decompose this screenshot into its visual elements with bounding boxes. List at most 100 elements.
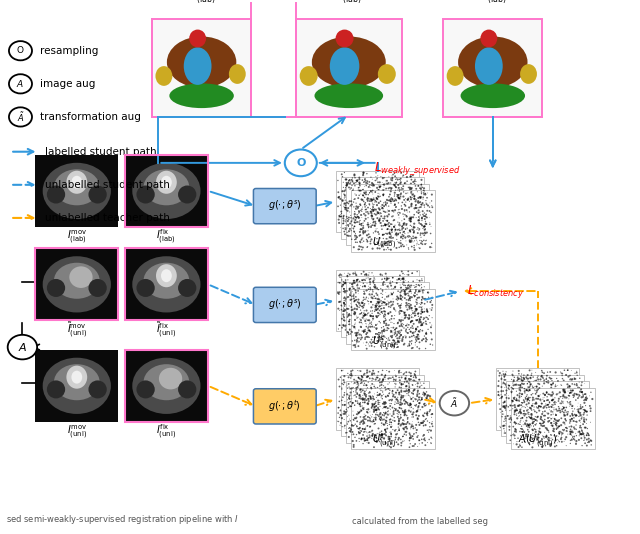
Point: [552, 431, 562, 440]
Point: [406, 403, 417, 412]
Point: [350, 231, 360, 240]
Point: [511, 409, 522, 418]
Point: [362, 293, 372, 302]
Point: [415, 193, 426, 202]
Point: [548, 397, 559, 405]
Point: [344, 288, 355, 296]
Point: [385, 194, 396, 202]
Point: [394, 419, 404, 427]
Point: [411, 195, 421, 204]
Point: [376, 242, 387, 250]
Point: [403, 391, 413, 399]
Point: [499, 375, 509, 384]
Point: [548, 414, 558, 422]
Point: [525, 436, 535, 444]
Point: [535, 411, 545, 420]
Point: [417, 200, 427, 209]
Point: [342, 309, 352, 317]
Point: [547, 374, 557, 383]
Point: [412, 195, 422, 204]
Point: [364, 195, 374, 203]
Point: [352, 276, 362, 284]
Point: [358, 203, 368, 211]
Point: [396, 327, 406, 336]
Point: [355, 281, 365, 290]
Point: [363, 405, 373, 413]
Point: [385, 308, 396, 317]
Point: [381, 366, 392, 375]
Point: [353, 407, 363, 416]
Point: [374, 186, 384, 194]
Point: [368, 182, 378, 190]
Point: [364, 287, 374, 296]
Point: [513, 409, 524, 418]
Point: [346, 300, 356, 309]
Point: [531, 427, 541, 435]
Point: [392, 228, 402, 237]
Point: [416, 310, 426, 318]
Bar: [501, 375, 584, 436]
Point: [371, 375, 381, 384]
Point: [378, 429, 388, 437]
Point: [362, 286, 372, 295]
Point: [532, 373, 543, 382]
Point: [524, 423, 534, 431]
Point: [408, 280, 419, 289]
Point: [355, 420, 365, 428]
Point: [405, 232, 415, 241]
Point: [340, 175, 351, 184]
Point: [387, 393, 397, 402]
Point: [350, 209, 360, 217]
Point: [347, 280, 357, 288]
Point: [389, 201, 399, 209]
Point: [584, 437, 594, 446]
Point: [390, 183, 401, 191]
Point: [556, 381, 566, 389]
Point: [355, 413, 365, 421]
Point: [408, 277, 419, 286]
Point: [387, 315, 397, 323]
Point: [342, 293, 353, 302]
Point: [527, 382, 538, 390]
Point: [355, 216, 365, 225]
Point: [511, 396, 522, 404]
Point: [348, 305, 358, 314]
Point: [396, 184, 406, 192]
Point: [400, 377, 410, 386]
Point: [399, 369, 410, 378]
Point: [341, 428, 351, 437]
Point: [546, 439, 556, 448]
Point: [494, 399, 504, 408]
Point: [394, 207, 404, 216]
Point: [369, 292, 380, 301]
Point: [556, 435, 566, 443]
Point: [557, 396, 567, 405]
Point: [515, 418, 525, 426]
Point: [418, 313, 428, 321]
Point: [363, 326, 373, 335]
Point: [353, 334, 363, 343]
Point: [374, 287, 385, 295]
Point: [346, 180, 356, 189]
Point: [527, 419, 538, 428]
Point: [410, 307, 420, 315]
Point: [396, 169, 406, 177]
Point: [410, 292, 420, 300]
Point: [387, 199, 397, 208]
Point: [412, 296, 422, 305]
Point: [377, 213, 387, 221]
Point: [539, 379, 549, 388]
Point: [419, 222, 429, 231]
Point: [382, 225, 392, 233]
Ellipse shape: [143, 364, 189, 400]
Point: [538, 423, 548, 431]
Point: [513, 417, 523, 426]
Point: [374, 407, 384, 416]
Point: [497, 410, 508, 419]
Point: [380, 291, 390, 300]
Point: [370, 222, 380, 230]
Point: [380, 328, 390, 337]
Point: [531, 398, 541, 406]
Point: [512, 406, 522, 414]
Point: [513, 385, 524, 394]
